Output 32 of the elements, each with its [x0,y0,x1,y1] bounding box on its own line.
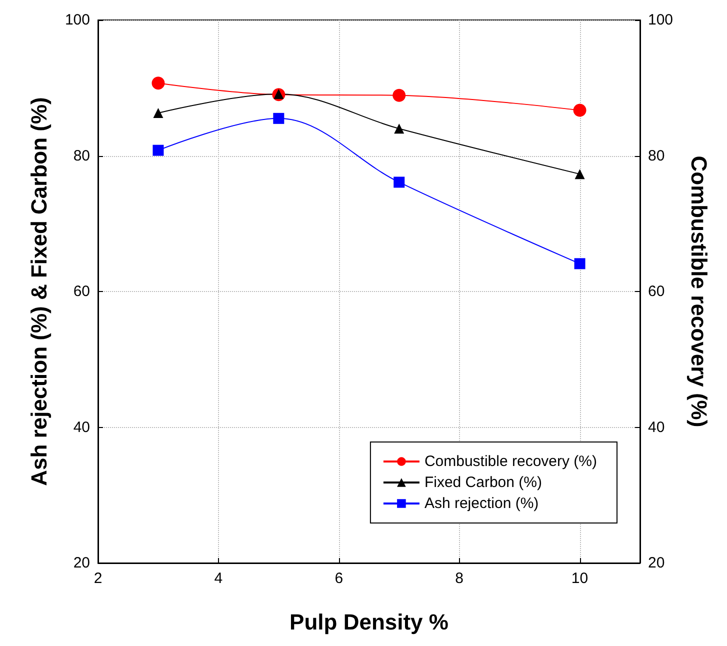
x-tick-label: 8 [455,570,464,587]
y2-tick-label: 80 [648,147,665,164]
y2-tick-label: 20 [648,554,665,572]
y-tick-label: 100 [64,12,90,28]
y-tick-label: 80 [73,147,90,164]
x-tick-label: 4 [214,570,223,587]
x-axis-title: Pulp Density % [290,610,448,634]
point [392,88,406,102]
legend-label: Ash rejection (%) [424,495,539,512]
legend-label: Fixed Carbon (%) [424,474,542,491]
point [274,88,284,99]
y-tick-label: 60 [73,283,90,300]
point [152,144,164,156]
y2-tick-label: 100 [648,12,674,28]
y-axis-title: Ash rejection (%) & Fixed Carbon (%) [26,97,52,486]
point [152,76,165,90]
x-tick-label: 6 [334,570,344,587]
point [574,258,586,270]
legend-label: Combustible recovery (%) [424,453,598,470]
y-tick-label: 40 [73,418,90,436]
point [573,104,586,117]
y-tick-label: 20 [73,554,90,572]
x-tick-label: 2 [94,570,102,587]
y2-axis-title: Combustible recovery (%) [686,156,712,428]
point [574,169,585,180]
y2-tick-label: 40 [648,418,665,436]
point [153,108,164,118]
point [394,176,405,188]
x-tick-label: 10 [571,570,588,587]
point [273,112,284,124]
y2-tick-label: 60 [648,283,665,300]
point [394,124,404,134]
